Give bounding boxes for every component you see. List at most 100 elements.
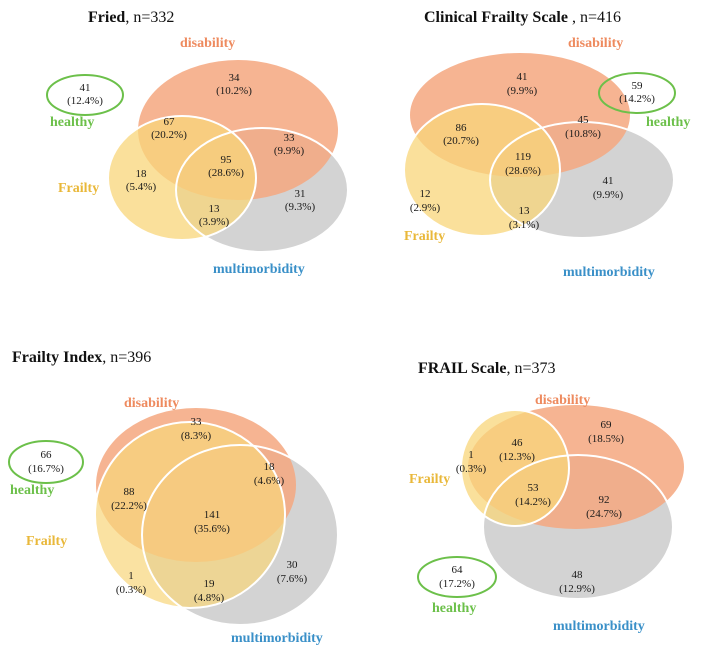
healthy-oval [417, 556, 497, 598]
count-healthy: 41(12.4%) [67, 82, 103, 107]
multimorbidity-label: multimorbidity [563, 265, 655, 280]
svg-text:1: 1 [468, 449, 474, 461]
disability-label: disability [124, 396, 179, 411]
count-multimorbidity-only: 31(9.3%) [285, 188, 316, 213]
venn-circles [403, 53, 675, 239]
count-healthy: 59(14.2%) [619, 80, 655, 105]
healthy-label: healthy [432, 601, 476, 616]
svg-text:95: 95 [221, 154, 233, 166]
svg-text:(12.9%): (12.9%) [559, 583, 595, 595]
panel-title: Clinical Frailty Scale , n=416 [424, 9, 621, 26]
svg-text:12: 12 [420, 188, 431, 200]
panel-title: FRAIL Scale, n=373 [418, 360, 555, 377]
svg-text:46: 46 [512, 437, 524, 449]
panel-title: Fried, n=332 [88, 9, 174, 26]
svg-text:(17.2%): (17.2%) [439, 578, 475, 590]
svg-text:(9.3%): (9.3%) [285, 201, 316, 213]
frailty-label: Frailty [58, 181, 99, 196]
frailty-label: Frailty [26, 534, 67, 549]
count-frailty-only: 12 (2.9%) [410, 188, 441, 214]
svg-text:19: 19 [204, 578, 216, 590]
disability-label: disability [568, 36, 623, 51]
svg-text:(12.4%): (12.4%) [67, 95, 103, 107]
count-all-three: 119 (28.6%) [505, 151, 541, 177]
count-disability-multimorbidity: 18 (4.6%) [254, 461, 285, 487]
svg-text:41: 41 [517, 71, 528, 83]
svg-text:(10.2%): (10.2%) [216, 85, 252, 97]
svg-text:(22.2%): (22.2%) [111, 500, 147, 512]
svg-text:(4.6%): (4.6%) [254, 475, 285, 487]
panel-frailty-index: Frailty Index, n=396 disability Frailty … [8, 349, 339, 646]
svg-text:(28.6%): (28.6%) [208, 167, 244, 179]
svg-text:67: 67 [164, 116, 176, 128]
svg-text:(24.7%): (24.7%) [586, 508, 622, 520]
svg-text:33: 33 [191, 416, 203, 428]
svg-text:34: 34 [229, 72, 241, 84]
count-frailty-only: 1 (0.3%) [116, 570, 147, 596]
svg-text:(0.3%): (0.3%) [116, 584, 147, 596]
count-disability-only: 33 (8.3%) [181, 416, 212, 442]
count-frailty-only: 18(5.4%) [126, 168, 157, 193]
svg-text:30: 30 [287, 559, 299, 571]
multimorbidity-label: multimorbidity [213, 262, 305, 277]
svg-text:(20.2%): (20.2%) [151, 129, 187, 141]
multimorbidity-outline [141, 444, 339, 626]
venn-circles [94, 408, 339, 626]
healthy-oval [8, 440, 84, 484]
svg-text:88: 88 [124, 486, 136, 498]
count-frailty-multimorbidity: 13 (3.1%) [509, 205, 540, 231]
healthy-label: healthy [646, 115, 690, 130]
count-all-three: 53 (14.2%) [515, 482, 551, 508]
svg-text:48: 48 [572, 569, 584, 581]
svg-text:(3.1%): (3.1%) [509, 219, 540, 231]
panel-clinical-frailty-scale: Clinical Frailty Scale , n=416 disabilit… [403, 9, 690, 280]
count-disability-multimorbidity: 33(9.9%) [274, 132, 305, 157]
svg-text:92: 92 [599, 494, 610, 506]
svg-text:66: 66 [41, 449, 53, 461]
svg-text:59: 59 [632, 80, 644, 92]
count-frailty-disability: 46 (12.3%) [499, 437, 535, 463]
svg-text:(9.9%): (9.9%) [274, 145, 305, 157]
svg-text:(35.6%): (35.6%) [194, 523, 230, 535]
svg-text:(5.4%): (5.4%) [126, 181, 157, 193]
svg-text:141: 141 [204, 509, 221, 521]
svg-text:18: 18 [136, 168, 148, 180]
healthy-label: healthy [10, 483, 54, 498]
disability-label: disability [535, 393, 590, 408]
multimorbidity-outline [175, 127, 349, 253]
count-healthy: 66 (16.7%) [28, 449, 64, 475]
frailty-outline [403, 103, 561, 237]
svg-text:45: 45 [578, 114, 590, 126]
panel-title: Frailty Index, n=396 [12, 349, 151, 366]
count-healthy: 64 (17.2%) [439, 564, 475, 590]
count-all-three: 95(28.6%) [208, 154, 244, 179]
frailty-circle [95, 422, 285, 608]
panel-frail-scale: FRAIL Scale, n=373 disability Frailty mu… [409, 360, 684, 634]
frailty-label: Frailty [404, 229, 445, 244]
count-disability-multimorbidity: 92 (24.7%) [586, 494, 622, 520]
svg-text:41: 41 [80, 82, 91, 94]
svg-text:(16.7%): (16.7%) [28, 463, 64, 475]
svg-text:(9.9%): (9.9%) [593, 189, 624, 201]
count-frailty-multimorbidity: 13(3.9%) [199, 203, 230, 228]
svg-text:(20.7%): (20.7%) [443, 135, 479, 147]
count-disability-only: 41 (9.9%) [507, 71, 538, 97]
count-disability-only: 69 (18.5%) [588, 419, 624, 445]
frailty-outline [107, 115, 257, 241]
svg-text:(3.9%): (3.9%) [199, 216, 230, 228]
svg-text:86: 86 [456, 122, 468, 134]
svg-text:(18.5%): (18.5%) [588, 433, 624, 445]
svg-text:(8.3%): (8.3%) [181, 430, 212, 442]
healthy-oval [46, 74, 124, 116]
svg-text:(12.3%): (12.3%) [499, 451, 535, 463]
svg-text:119: 119 [515, 151, 532, 163]
frailty-label: Frailty [409, 472, 450, 487]
svg-text:13: 13 [209, 203, 221, 215]
count-frailty-multimorbidity: 19 (4.8%) [194, 578, 225, 604]
svg-text:18: 18 [264, 461, 276, 473]
svg-text:(7.6%): (7.6%) [277, 573, 308, 585]
venn-circles [460, 405, 684, 600]
healthy-label: healthy [50, 115, 94, 130]
svg-text:13: 13 [519, 205, 531, 217]
